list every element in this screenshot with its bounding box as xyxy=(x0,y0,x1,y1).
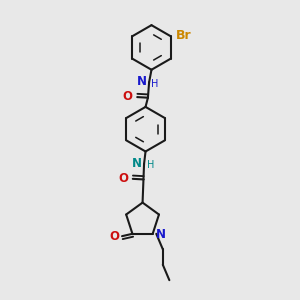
Text: O: O xyxy=(109,230,119,243)
Text: N: N xyxy=(156,228,166,241)
Text: O: O xyxy=(118,172,128,185)
Text: N: N xyxy=(137,75,147,88)
Text: N: N xyxy=(132,157,142,170)
Text: H: H xyxy=(152,79,159,89)
Text: O: O xyxy=(122,90,133,103)
Text: H: H xyxy=(147,160,154,170)
Text: Br: Br xyxy=(176,29,192,42)
